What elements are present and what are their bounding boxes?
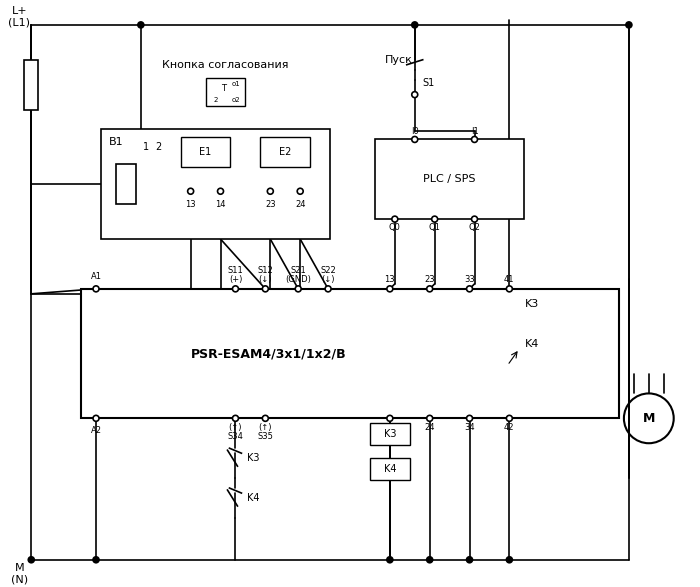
Circle shape — [412, 136, 418, 143]
Text: PSR-ESAM4/3x1/1x2/B: PSR-ESAM4/3x1/1x2/B — [190, 347, 346, 360]
Text: S12: S12 — [258, 266, 273, 275]
Circle shape — [232, 416, 239, 421]
Circle shape — [267, 188, 273, 194]
Circle shape — [262, 416, 268, 421]
Text: A1: A1 — [90, 272, 101, 281]
Text: M
(N): M (N) — [10, 563, 28, 585]
Text: S11: S11 — [228, 266, 244, 275]
Text: E1: E1 — [199, 147, 211, 157]
Text: 23: 23 — [265, 200, 276, 209]
Bar — [370, 423, 410, 445]
Bar — [370, 458, 410, 480]
Text: S34: S34 — [228, 432, 244, 441]
Circle shape — [188, 188, 194, 194]
Text: S21: S21 — [290, 266, 306, 275]
Circle shape — [427, 286, 433, 292]
Circle shape — [432, 216, 438, 222]
Circle shape — [387, 286, 393, 292]
Text: T: T — [221, 84, 226, 93]
Bar — [260, 137, 310, 167]
Circle shape — [93, 286, 99, 292]
Text: PLC / SPS: PLC / SPS — [424, 174, 476, 184]
Text: S22: S22 — [320, 266, 336, 275]
Circle shape — [466, 416, 473, 421]
Circle shape — [93, 416, 99, 421]
Circle shape — [506, 416, 512, 421]
Text: Пуск: Пуск — [385, 55, 413, 65]
Text: (↑): (↑) — [258, 423, 272, 432]
Circle shape — [28, 557, 34, 563]
Text: 14: 14 — [216, 200, 226, 209]
Bar — [101, 130, 330, 239]
Text: M: M — [643, 412, 655, 425]
Text: 33: 33 — [464, 275, 475, 284]
Circle shape — [427, 557, 433, 563]
Text: 1: 1 — [143, 143, 149, 153]
Text: 13: 13 — [384, 275, 395, 284]
Circle shape — [466, 286, 473, 292]
Text: 34: 34 — [464, 423, 475, 432]
Circle shape — [412, 92, 418, 97]
Text: Q2: Q2 — [468, 222, 480, 232]
Circle shape — [392, 216, 398, 222]
Circle shape — [218, 188, 223, 194]
Text: L+
(L1): L+ (L1) — [8, 6, 30, 28]
Circle shape — [387, 557, 393, 563]
Bar — [81, 289, 619, 419]
Text: (↑): (↑) — [229, 423, 242, 432]
Text: (GND): (GND) — [286, 275, 311, 284]
Text: I1: I1 — [470, 127, 478, 136]
Bar — [116, 164, 136, 204]
Circle shape — [138, 22, 144, 28]
Text: K4: K4 — [525, 339, 539, 349]
Circle shape — [427, 416, 433, 421]
Text: 13: 13 — [186, 200, 196, 209]
Circle shape — [506, 286, 512, 292]
Bar — [375, 140, 524, 219]
Circle shape — [325, 286, 331, 292]
Circle shape — [262, 286, 268, 292]
Text: Q1: Q1 — [428, 222, 440, 232]
Text: 24: 24 — [295, 200, 305, 209]
Circle shape — [472, 216, 477, 222]
Circle shape — [93, 557, 99, 563]
Text: Q0: Q0 — [389, 222, 401, 232]
Text: Кнопка согласования: Кнопка согласования — [162, 60, 288, 70]
Circle shape — [295, 286, 301, 292]
Circle shape — [387, 416, 393, 421]
Text: K4: K4 — [247, 493, 260, 503]
Text: 2: 2 — [155, 143, 162, 153]
Text: S1: S1 — [423, 77, 435, 87]
Text: (+): (+) — [229, 275, 242, 284]
Text: E2: E2 — [279, 147, 291, 157]
Circle shape — [412, 22, 418, 28]
Bar — [25, 60, 38, 110]
Bar — [181, 137, 230, 167]
Text: 41: 41 — [504, 275, 514, 284]
Text: K3: K3 — [384, 429, 396, 439]
Text: 42: 42 — [504, 423, 514, 432]
Circle shape — [466, 557, 473, 563]
Text: K4: K4 — [384, 464, 396, 474]
Text: K3: K3 — [525, 299, 539, 309]
Text: B1: B1 — [109, 137, 124, 147]
Text: A2: A2 — [90, 426, 101, 435]
Text: I0: I0 — [411, 127, 419, 136]
Text: 14: 14 — [384, 423, 395, 432]
Text: o1: o1 — [232, 80, 240, 87]
Text: S35: S35 — [258, 432, 273, 441]
Text: K3: K3 — [247, 453, 260, 463]
Circle shape — [626, 22, 632, 28]
Text: (↓): (↓) — [258, 275, 272, 284]
Text: 23: 23 — [424, 275, 435, 284]
Text: 24: 24 — [424, 423, 435, 432]
Bar — [206, 77, 246, 106]
Text: (↓): (↓) — [321, 275, 335, 284]
Text: o2: o2 — [232, 97, 240, 103]
Circle shape — [298, 188, 303, 194]
Text: 2: 2 — [214, 97, 218, 103]
Circle shape — [506, 557, 512, 563]
Circle shape — [232, 286, 239, 292]
Circle shape — [472, 136, 477, 143]
